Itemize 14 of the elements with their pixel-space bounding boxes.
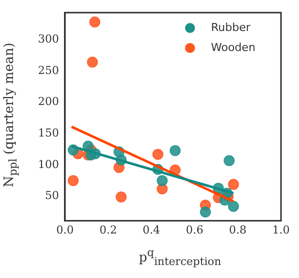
x-tick-label: 0.2 — [99, 223, 117, 236]
legend-label: Wooden — [211, 40, 256, 56]
x-tick-label: 1.0 — [272, 223, 290, 236]
y-tick-label: 50 — [44, 189, 59, 202]
y-tick-label: 150 — [38, 126, 59, 140]
x-tick-label: 0.8 — [229, 223, 247, 236]
x-tick-label: 0.0 — [56, 223, 74, 236]
y-tick-label: 100 — [38, 158, 59, 171]
legend-label: Rubber — [211, 20, 250, 36]
y-tick-label: 200 — [38, 95, 59, 108]
x-tick-label: 0.6 — [186, 223, 204, 236]
y-tick-label: 300 — [38, 32, 59, 46]
y-tick-label: 250 — [38, 64, 59, 77]
x-tick-label: 0.4 — [142, 223, 160, 236]
